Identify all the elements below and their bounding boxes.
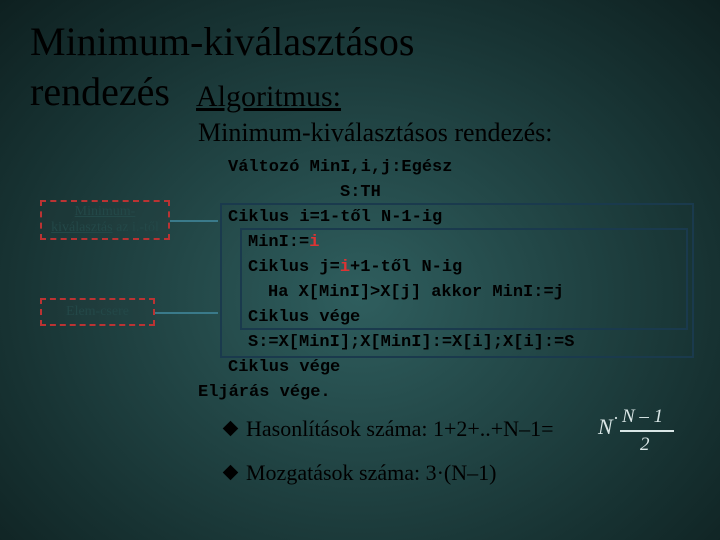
code-line-4: MinI:=i bbox=[248, 230, 319, 255]
code-line-9: Ciklus vége bbox=[228, 355, 340, 380]
procedure-name: Minimum-kiválasztásos rendezés: bbox=[198, 118, 553, 148]
code-line-7: Ciklus vége bbox=[248, 305, 360, 330]
code-line-10: Eljárás vége. bbox=[198, 380, 331, 405]
code-line-6: Ha X[MinI]>X[j] akkor MinI:=j bbox=[268, 280, 564, 305]
bullet-comparisons: Hasonlítások száma: 1+2+..+N–1= bbox=[225, 416, 553, 442]
title-line-1: Minimum-kiválasztásos bbox=[30, 18, 414, 65]
code-line-8: S:=X[MinI];X[MinI]:=X[i];X[i]:=S bbox=[248, 330, 574, 355]
callout-minimum-selection: Minimum- kiválasztás az i.-től bbox=[40, 200, 170, 240]
diamond-icon bbox=[223, 421, 239, 437]
title-line-2a: rendezés bbox=[30, 68, 170, 115]
code-line-3: Ciklus i=1-től N-1-ig bbox=[228, 205, 442, 230]
code-line-2: S:TH bbox=[340, 180, 381, 205]
connector-2 bbox=[155, 312, 218, 314]
bullet-moves: Mozgatások száma: 3·(N–1) bbox=[225, 460, 496, 486]
callout-swap: Elem-csere bbox=[40, 298, 155, 326]
title-line-2b: Algoritmus: bbox=[196, 80, 341, 114]
connector-1 bbox=[170, 220, 218, 222]
code-line-5: Ciklus j=i+1-től N-ig bbox=[248, 255, 462, 280]
code-line-1: Változó MinI,i,j:Egész bbox=[228, 155, 452, 180]
diamond-icon bbox=[223, 465, 239, 481]
